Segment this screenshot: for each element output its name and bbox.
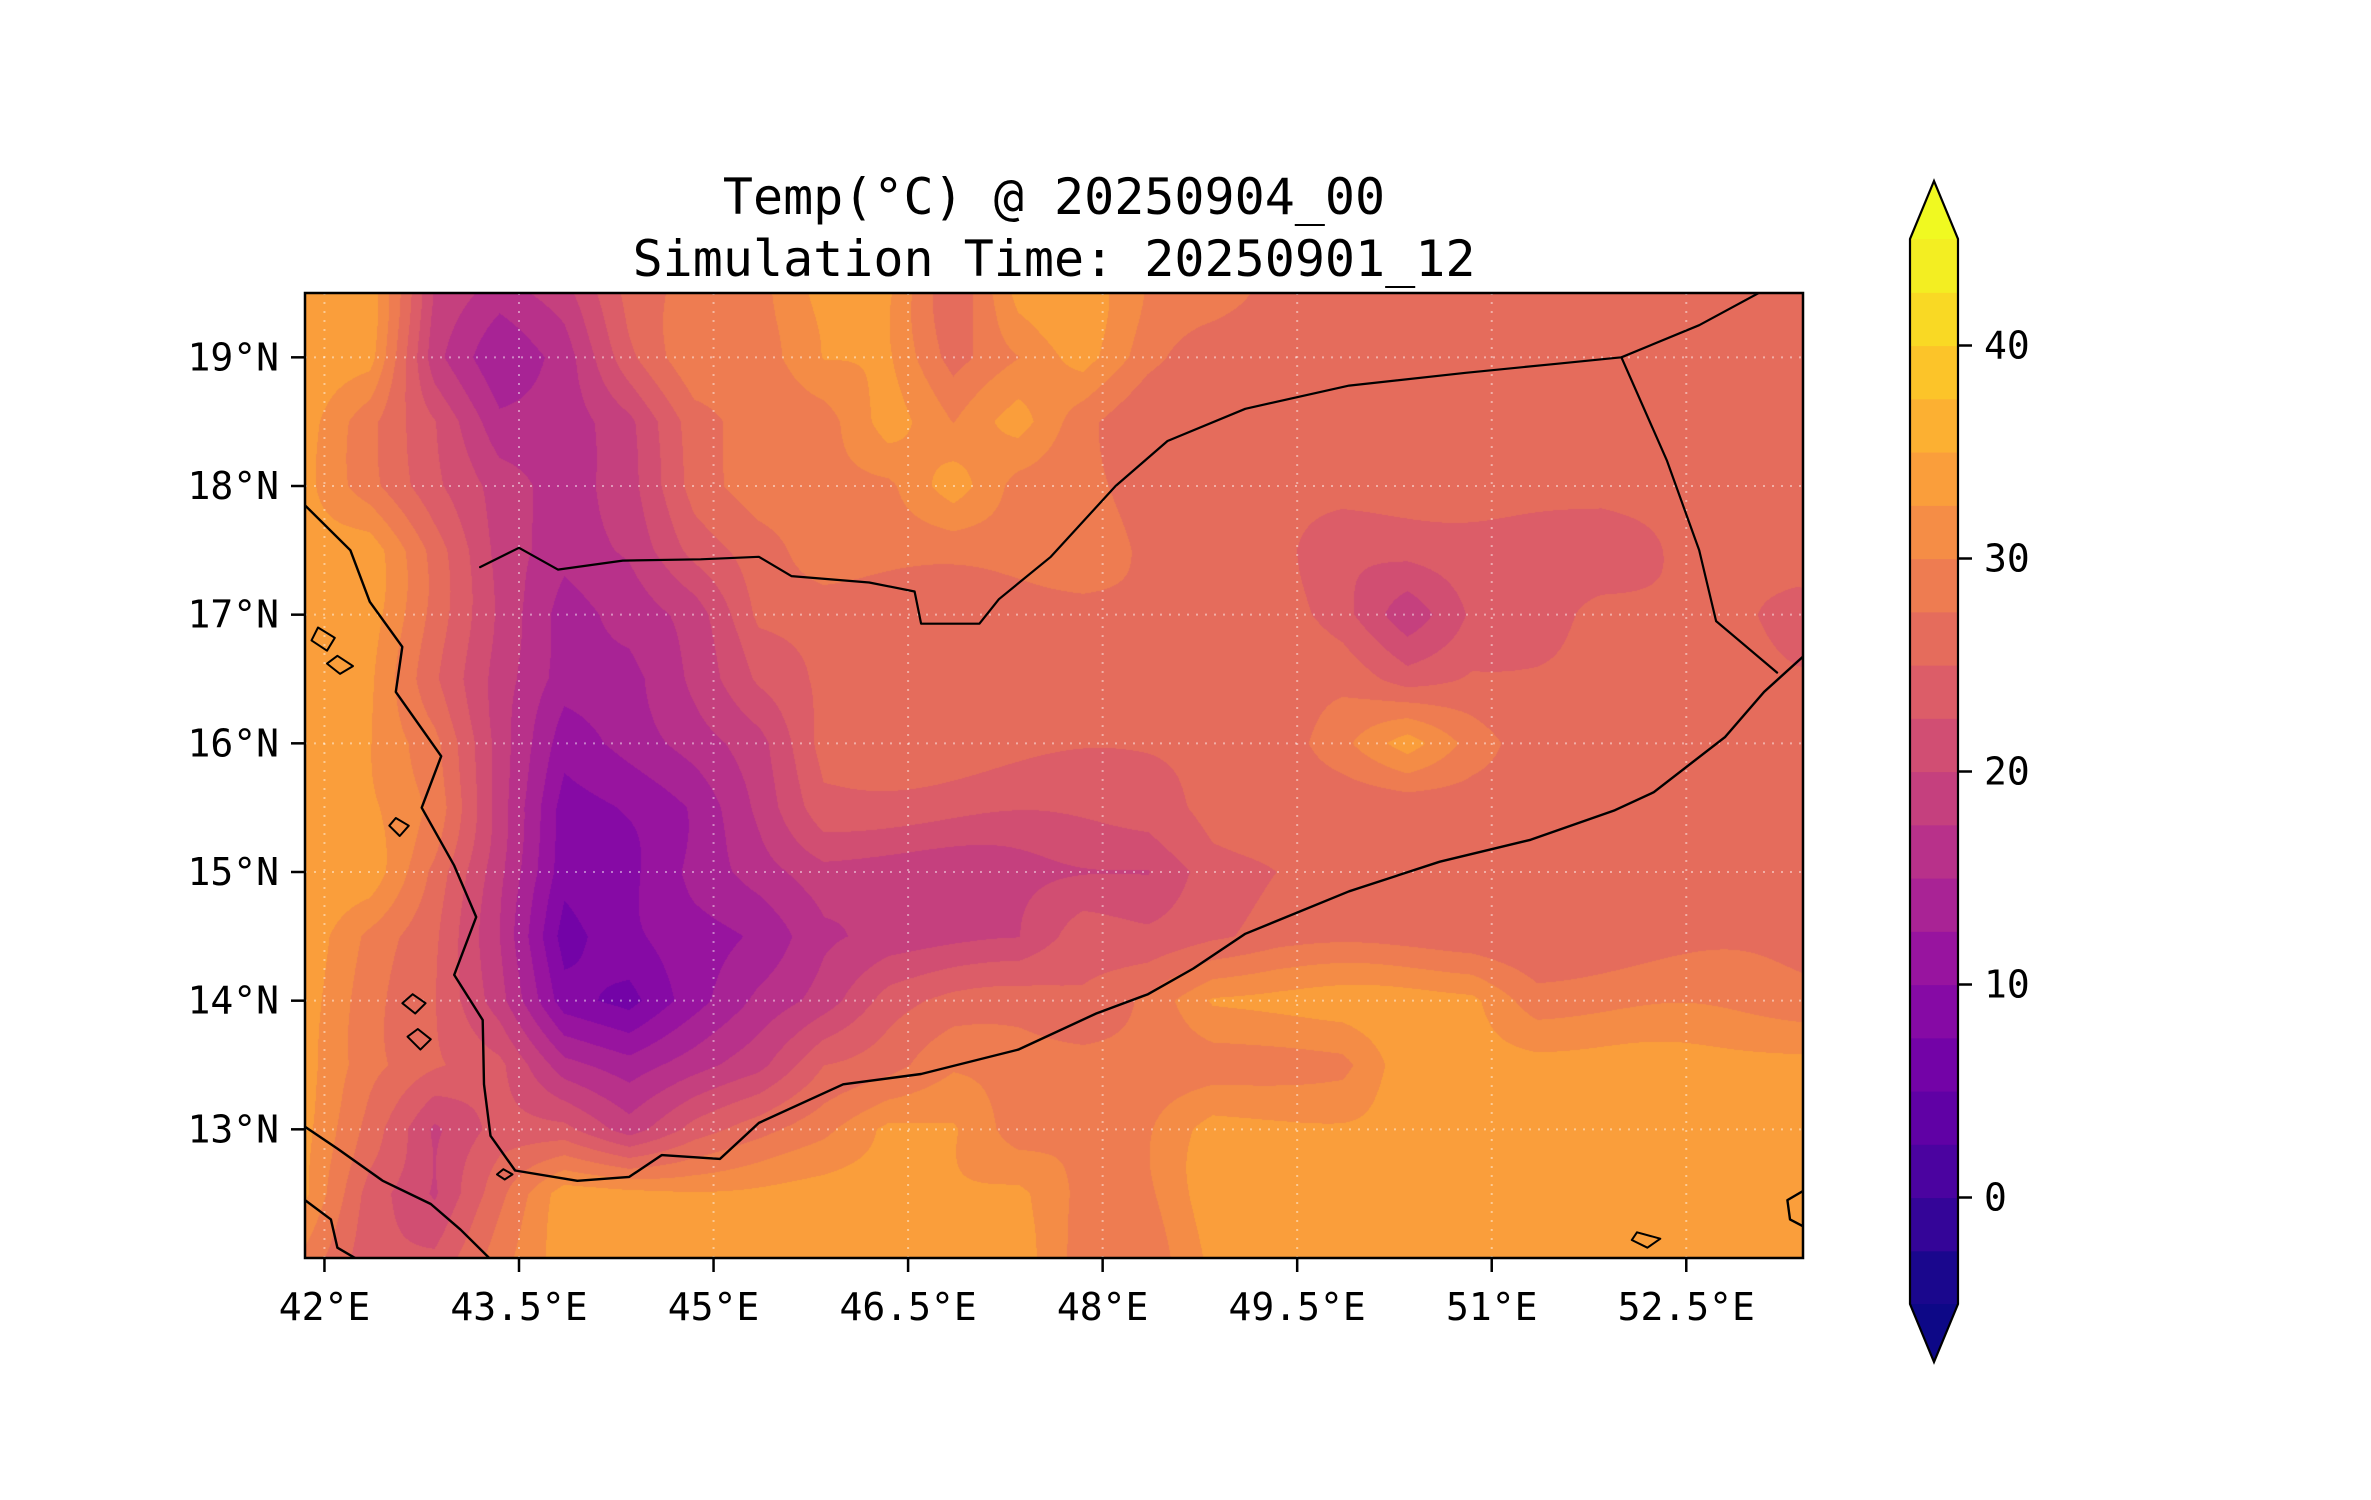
colorbar-band (1910, 931, 1958, 986)
colorbar-tick-label: 40 (1984, 324, 2030, 368)
oman-yemen-border (1620, 356, 1779, 674)
map-frame (303, 291, 1805, 1260)
x-tick-label: 52.5°E (1618, 1285, 1755, 1329)
colorbar-extend-max (1910, 181, 1958, 239)
x-tick-label: 51°E (1446, 1285, 1538, 1329)
island-abd-al-kuri (1630, 1231, 1662, 1249)
colorbar-band (1910, 505, 1958, 560)
colorbar-tick-label: 0 (1984, 1176, 2007, 1220)
colorbar: 0 10 20 30 40 (1908, 178, 2030, 1365)
colorbar-band (1910, 878, 1958, 932)
island-zuqar (401, 993, 427, 1015)
colorbar-band (1910, 398, 1958, 453)
y-tick-label: 13°N (187, 1107, 279, 1151)
x-tick-label: 43.5°E (450, 1285, 587, 1329)
colorbar-band (1910, 1250, 1958, 1305)
plot-subtitle: Simulation Time: 20250901_12 (632, 230, 1476, 288)
colorbar-band (1910, 239, 1958, 293)
plot-titles: Temp(°C) @ 20250904_00 Simulation Time: … (305, 166, 1803, 290)
colorbar-band (1910, 292, 1958, 347)
colorbar-band (1910, 984, 1958, 1039)
colorbar-band (1910, 558, 1958, 613)
saudi-yemen-border (479, 293, 1762, 625)
colorbar-band (1910, 1037, 1958, 1092)
x-tick-label: 42°E (279, 1285, 371, 1329)
colorbar-band (1910, 718, 1958, 773)
graticule (305, 293, 1803, 1258)
colorbar-band (1910, 1197, 1958, 1252)
temperature-field-canvas (305, 293, 1803, 1258)
x-tick-label: 48°E (1057, 1285, 1149, 1329)
geo-lines (305, 293, 1803, 1258)
colorbar-tick-label: 20 (1984, 750, 2030, 794)
y-tick-label: 18°N (187, 464, 279, 508)
africa-coastline (305, 1125, 491, 1258)
colorbar-extend-min (1910, 1304, 1958, 1362)
arabia-coastline (305, 504, 1803, 1182)
island-perim (496, 1168, 514, 1181)
island-kamaran (388, 817, 410, 837)
x-tick-label: 46.5°E (839, 1285, 976, 1329)
x-tick-label: 45°E (668, 1285, 760, 1329)
colorbar-tick-label: 10 (1984, 963, 2030, 1007)
colorbar-tick-label: 30 (1984, 537, 2030, 581)
colorbar-band (1910, 345, 1958, 400)
colorbar-band (1910, 771, 1958, 826)
island-farasan-south (326, 654, 354, 675)
socotra-west-tip (1786, 1189, 1803, 1228)
colorbar-band (1910, 1091, 1958, 1145)
y-tick-label: 15°N (187, 850, 279, 894)
y-tick-label: 17°N (187, 593, 279, 637)
y-tick-label: 16°N (187, 721, 279, 765)
colorbar-band (1910, 1144, 1958, 1199)
colorbar-band (1910, 611, 1958, 666)
island-hanish (406, 1028, 432, 1051)
colorbar-outline (1908, 178, 1960, 1365)
colorbar-band (1910, 452, 1958, 506)
colorbar-band (1910, 665, 1958, 719)
colorbar-band (1910, 824, 1958, 879)
x-tick-label: 49.5°E (1229, 1285, 1366, 1329)
y-tick-label: 14°N (187, 979, 279, 1023)
island-farasan-north (310, 626, 336, 652)
djibouti-coastline (305, 1198, 358, 1258)
y-tick-label: 19°N (187, 335, 279, 379)
plot-title: Temp(°C) @ 20250904_00 (722, 168, 1386, 226)
